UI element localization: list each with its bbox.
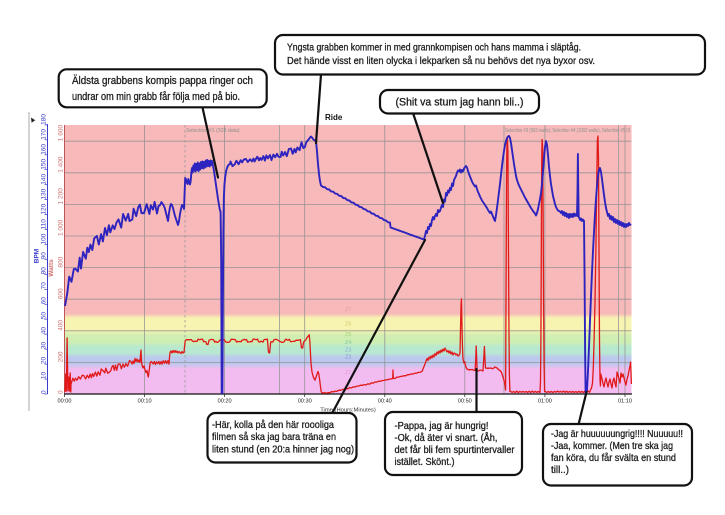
svg-text:0: 0 [41,390,48,394]
svg-text:0: 0 [58,390,65,394]
svg-text:-Pappa, jag är hungrig!: -Pappa, jag är hungrig! [395,420,489,432]
svg-text:40: 40 [40,327,47,335]
svg-text:60: 60 [41,297,48,305]
svg-text:01:10: 01:10 [618,399,632,405]
svg-text:140: 140 [40,173,47,184]
svg-text:BPM: BPM [34,249,41,263]
svg-text:Z4: Z4 [345,340,351,346]
svg-text:till..): till..) [551,464,569,476]
svg-text:Z5: Z5 [345,332,351,338]
svg-text:Time (Hours:Minutes): Time (Hours:Minutes) [320,408,376,414]
svg-text:160: 160 [40,144,47,155]
svg-text:-Ok, då äter vi snart. (Åh,: -Ok, då äter vi snart. (Åh, [395,431,498,444]
svg-text:Ride: Ride [325,113,343,122]
svg-text:00:50: 00:50 [458,399,472,405]
svg-text:80: 80 [41,267,48,275]
svg-text:200: 200 [58,351,65,362]
svg-text:-Jag är huuuuuungrig!!!! Nuuuu: -Jag är huuuuuungrig!!!! Nuuuuu!! [551,428,683,440]
svg-text:-Jaa, kommer. (Men tre ska jag: -Jaa, kommer. (Men tre ska jag [551,440,673,452]
svg-text:400: 400 [58,320,65,331]
svg-text:170: 170 [40,129,47,140]
svg-text:Selection #1 (328 data): Selection #1 (328 data) [186,128,240,134]
svg-text:90: 90 [41,252,48,260]
svg-text:100: 100 [40,233,47,244]
svg-text:120: 120 [40,203,47,214]
svg-text:00:40: 00:40 [378,399,392,405]
svg-text:fan köra, du får svälta en stu: fan köra, du får svälta en stund [551,452,676,464]
svg-text:Yngsta grabben kommer in med g: Yngsta grabben kommer in med grannkompis… [287,42,581,54]
svg-text:Det hände visst en liten olyck: Det hände visst en liten olycka i lekpar… [287,55,595,67]
svg-text:180: 180 [40,114,47,125]
svg-text:70: 70 [41,282,48,290]
svg-text:Z1: Z1 [345,370,351,376]
svg-text:00:10: 00:10 [138,399,152,405]
svg-text:800: 800 [58,256,65,267]
svg-text:-Här, kolla på den här rooolig: -Här, kolla på den här roooliga [212,419,334,431]
svg-text:130: 130 [40,188,47,199]
svg-text:1 600: 1 600 [58,125,65,142]
svg-text:00:20: 00:20 [218,399,232,405]
svg-text:01:00: 01:00 [538,399,552,405]
svg-text:Z3: Z3 [345,348,351,354]
svg-text:filmen så ska jag bara träna e: filmen så ska jag bara träna en [212,431,336,443]
svg-text:30: 30 [40,341,47,349]
svg-text:10: 10 [40,371,47,379]
svg-text:1 000: 1 000 [58,219,65,236]
svg-text:(Shit va stum jag hann bli..): (Shit va stum jag hann bli..) [396,97,524,109]
svg-text:600: 600 [58,288,65,299]
svg-text:1 200: 1 200 [58,188,65,205]
svg-text:00:00: 00:00 [58,399,72,405]
svg-text:150: 150 [40,158,47,169]
svg-text:istället. Skönt.): istället. Skönt.) [395,456,455,468]
svg-text:110: 110 [40,219,47,230]
svg-text:1 400: 1 400 [58,156,65,173]
svg-text:liten stund (en 20:a hinner ja: liten stund (en 20:a hinner jag nog) [212,444,354,456]
svg-text:Äldsta grabbens kompis pappa r: Äldsta grabbens kompis pappa ringer och [72,75,253,87]
svg-text:20: 20 [40,356,47,364]
svg-text:Z7: Z7 [345,307,351,313]
svg-text:Z2: Z2 [345,355,351,361]
svg-text:50: 50 [40,312,47,320]
svg-text:Z6: Z6 [345,322,351,328]
svg-text:Watts: Watts [48,259,55,277]
svg-text:undrar om min grabb får följa: undrar om min grabb får följa med på bio… [72,91,240,103]
svg-text:Selection #3 (903 watts), Sele: Selection #3 (903 watts), Selection #4 (… [505,128,630,134]
svg-text:00:30: 00:30 [298,399,312,405]
svg-text:det får bli fem spurtintervall: det får bli fem spurtintervaller [395,444,515,456]
